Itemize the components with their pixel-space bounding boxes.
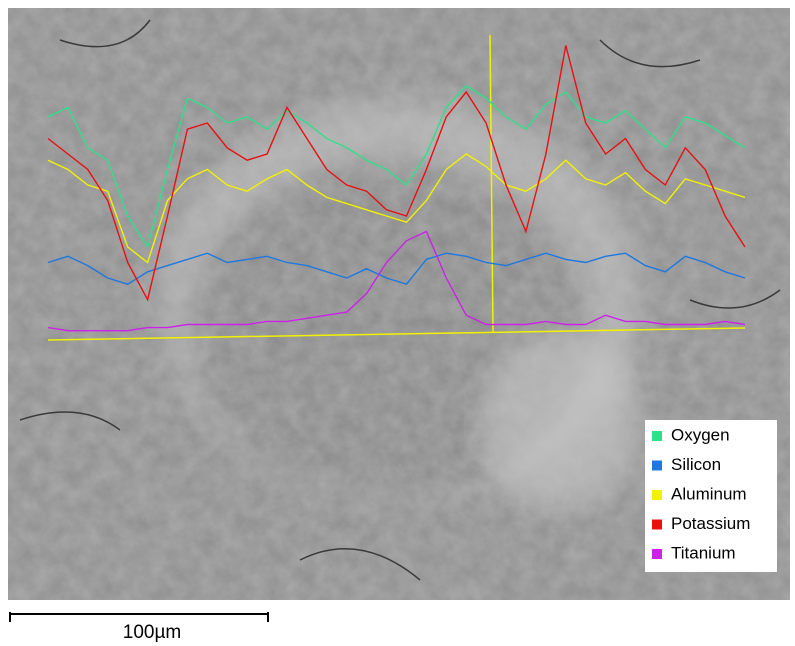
legend-label: Potassium <box>671 514 750 533</box>
scale-bar-label: 100µm <box>123 622 181 643</box>
legend-label: Oxygen <box>671 425 730 444</box>
legend-swatch <box>652 490 662 500</box>
legend: Oxygen Silicon Aluminum Potassium Titanium <box>645 420 777 572</box>
sem-image-with-line-scan: Oxygen Silicon Aluminum Potassium Titanium 1… <box>0 0 795 646</box>
legend-label: Titanium <box>671 543 736 562</box>
legend-swatch <box>652 549 662 559</box>
legend-label: Aluminum <box>671 484 747 503</box>
legend-swatch <box>652 520 662 530</box>
legend-swatch <box>652 461 662 471</box>
legend-label: Silicon <box>671 455 721 474</box>
legend-swatch <box>652 431 662 441</box>
scale-bar: 100µm <box>10 612 268 643</box>
